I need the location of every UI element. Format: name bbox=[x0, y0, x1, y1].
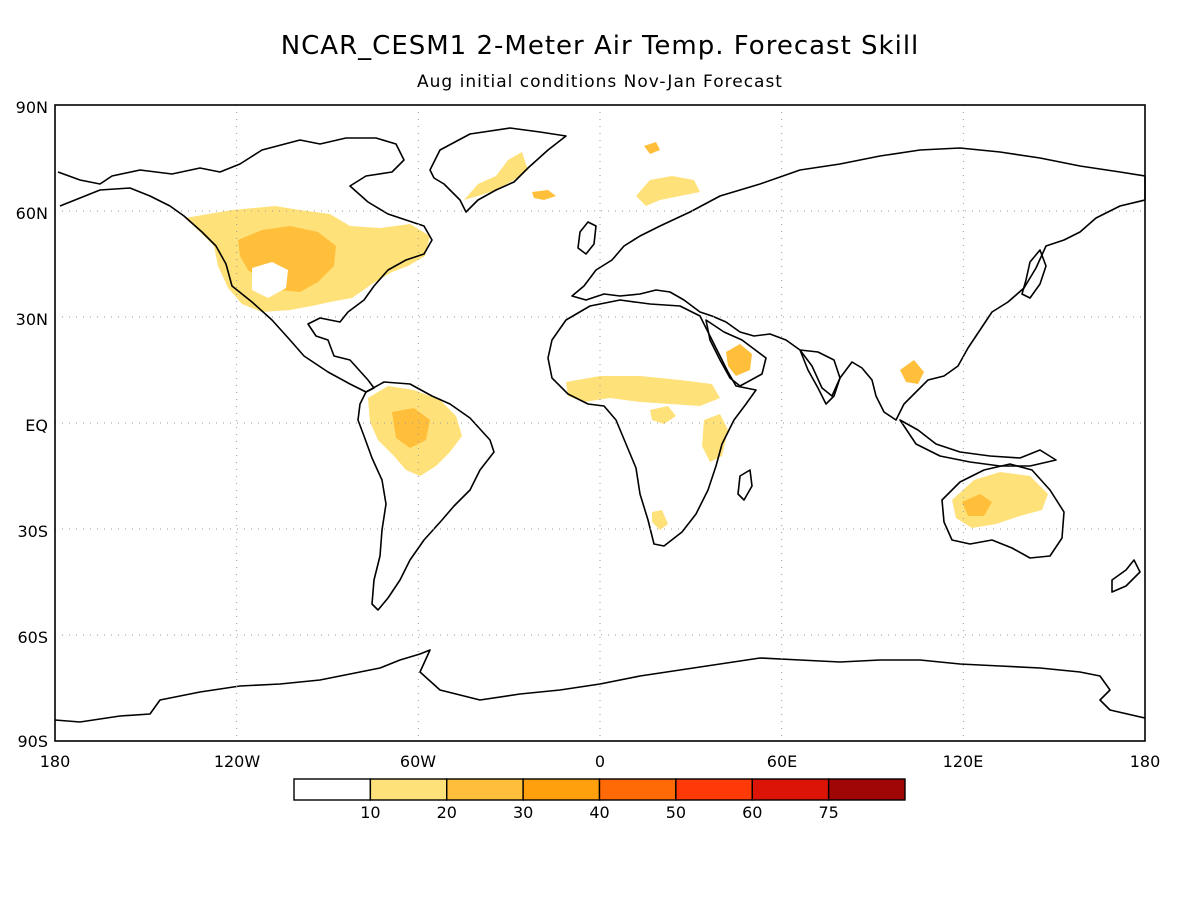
colorbar-swatch bbox=[675, 778, 753, 801]
lat-label-60n: 60N bbox=[16, 204, 48, 223]
skill-region-australia-core bbox=[962, 494, 992, 516]
skill-region-central-africa bbox=[650, 406, 676, 424]
skill-region-scandinavia bbox=[636, 176, 700, 206]
lat-label-90n: 90N bbox=[16, 98, 48, 117]
colorbar-swatch bbox=[751, 778, 830, 801]
skill-region-iceland bbox=[532, 190, 556, 200]
coastline-new-zealand bbox=[1111, 559, 1141, 593]
lon-label-180e: 180 bbox=[1130, 752, 1161, 771]
lon-label-120w: 120W bbox=[214, 752, 261, 771]
coastline-indonesia bbox=[899, 419, 1057, 467]
colorbar-swatch bbox=[522, 778, 601, 801]
coastlines bbox=[54, 127, 1146, 723]
skill-shading bbox=[185, 142, 1048, 530]
skill-region-southeast-asia bbox=[900, 360, 924, 384]
lon-label-180w: 180 bbox=[40, 752, 71, 771]
colorbar-label: 40 bbox=[589, 803, 609, 822]
latitude-labels: 90N 60N 30N EQ 30S 60S 90S bbox=[16, 98, 48, 751]
coastline-africa bbox=[547, 299, 757, 547]
colorbar-label: 60 bbox=[742, 803, 762, 822]
skill-region-north-america-center bbox=[252, 262, 288, 298]
coastline-australia bbox=[941, 463, 1065, 559]
coastline-eurasia bbox=[571, 147, 1146, 421]
colorbar-label: 50 bbox=[666, 803, 686, 822]
skill-region-greenland bbox=[464, 152, 528, 200]
coastline-india bbox=[799, 349, 841, 405]
coastline-greenland bbox=[429, 127, 567, 213]
lat-label-30n: 30N bbox=[16, 310, 48, 329]
map-subtitle: Aug initial conditions Nov-Jan Forecast bbox=[417, 72, 783, 92]
skill-region-east-africa bbox=[702, 414, 728, 462]
skill-region-sahel bbox=[566, 376, 720, 406]
map-plot-area bbox=[54, 104, 1146, 742]
coastline-madagascar bbox=[737, 469, 753, 501]
graticule bbox=[55, 105, 1145, 741]
coastline-south-america bbox=[357, 381, 495, 611]
colorbar-swatch bbox=[293, 778, 372, 801]
coastline-japan bbox=[1021, 249, 1047, 299]
coastline-uk bbox=[577, 221, 597, 255]
colorbar-swatch bbox=[827, 778, 906, 801]
skill-region-south-america-core bbox=[392, 408, 430, 448]
colorbar-swatch bbox=[369, 778, 448, 801]
colorbar-label: 10 bbox=[360, 803, 380, 822]
skill-region-arabia bbox=[726, 344, 752, 376]
colorbar-swatch bbox=[446, 778, 524, 801]
map-title: NCAR_CESM1 2-Meter Air Temp. Forecast Sk… bbox=[281, 31, 920, 61]
lon-label-60e: 60E bbox=[767, 752, 797, 771]
lon-label-60w: 60W bbox=[400, 752, 436, 771]
coastline-antarctica bbox=[54, 649, 1146, 723]
map-frame bbox=[54, 104, 1146, 742]
lat-label-eq: EQ bbox=[25, 416, 48, 435]
coastline-north-america bbox=[57, 137, 433, 393]
lon-label-0: 0 bbox=[595, 752, 605, 771]
colorbar-label: 30 bbox=[513, 803, 533, 822]
colorbar-swatch bbox=[598, 778, 677, 801]
colorbar-label: 20 bbox=[437, 803, 457, 822]
colorbar: 10 20 30 40 50 60 75 bbox=[293, 778, 906, 822]
coastline-arabia bbox=[705, 319, 767, 387]
skill-region-svalbard bbox=[644, 142, 660, 154]
longitude-labels: 180 120W 60W 0 60E 120E 180 bbox=[40, 752, 1161, 771]
lat-label-30s: 30S bbox=[17, 522, 48, 541]
lat-label-90s: 90S bbox=[17, 732, 48, 751]
lon-label-120e: 120E bbox=[943, 752, 984, 771]
colorbar-label: 75 bbox=[818, 803, 838, 822]
skill-region-southern-africa bbox=[652, 510, 668, 530]
lat-label-60s: 60S bbox=[17, 628, 48, 647]
